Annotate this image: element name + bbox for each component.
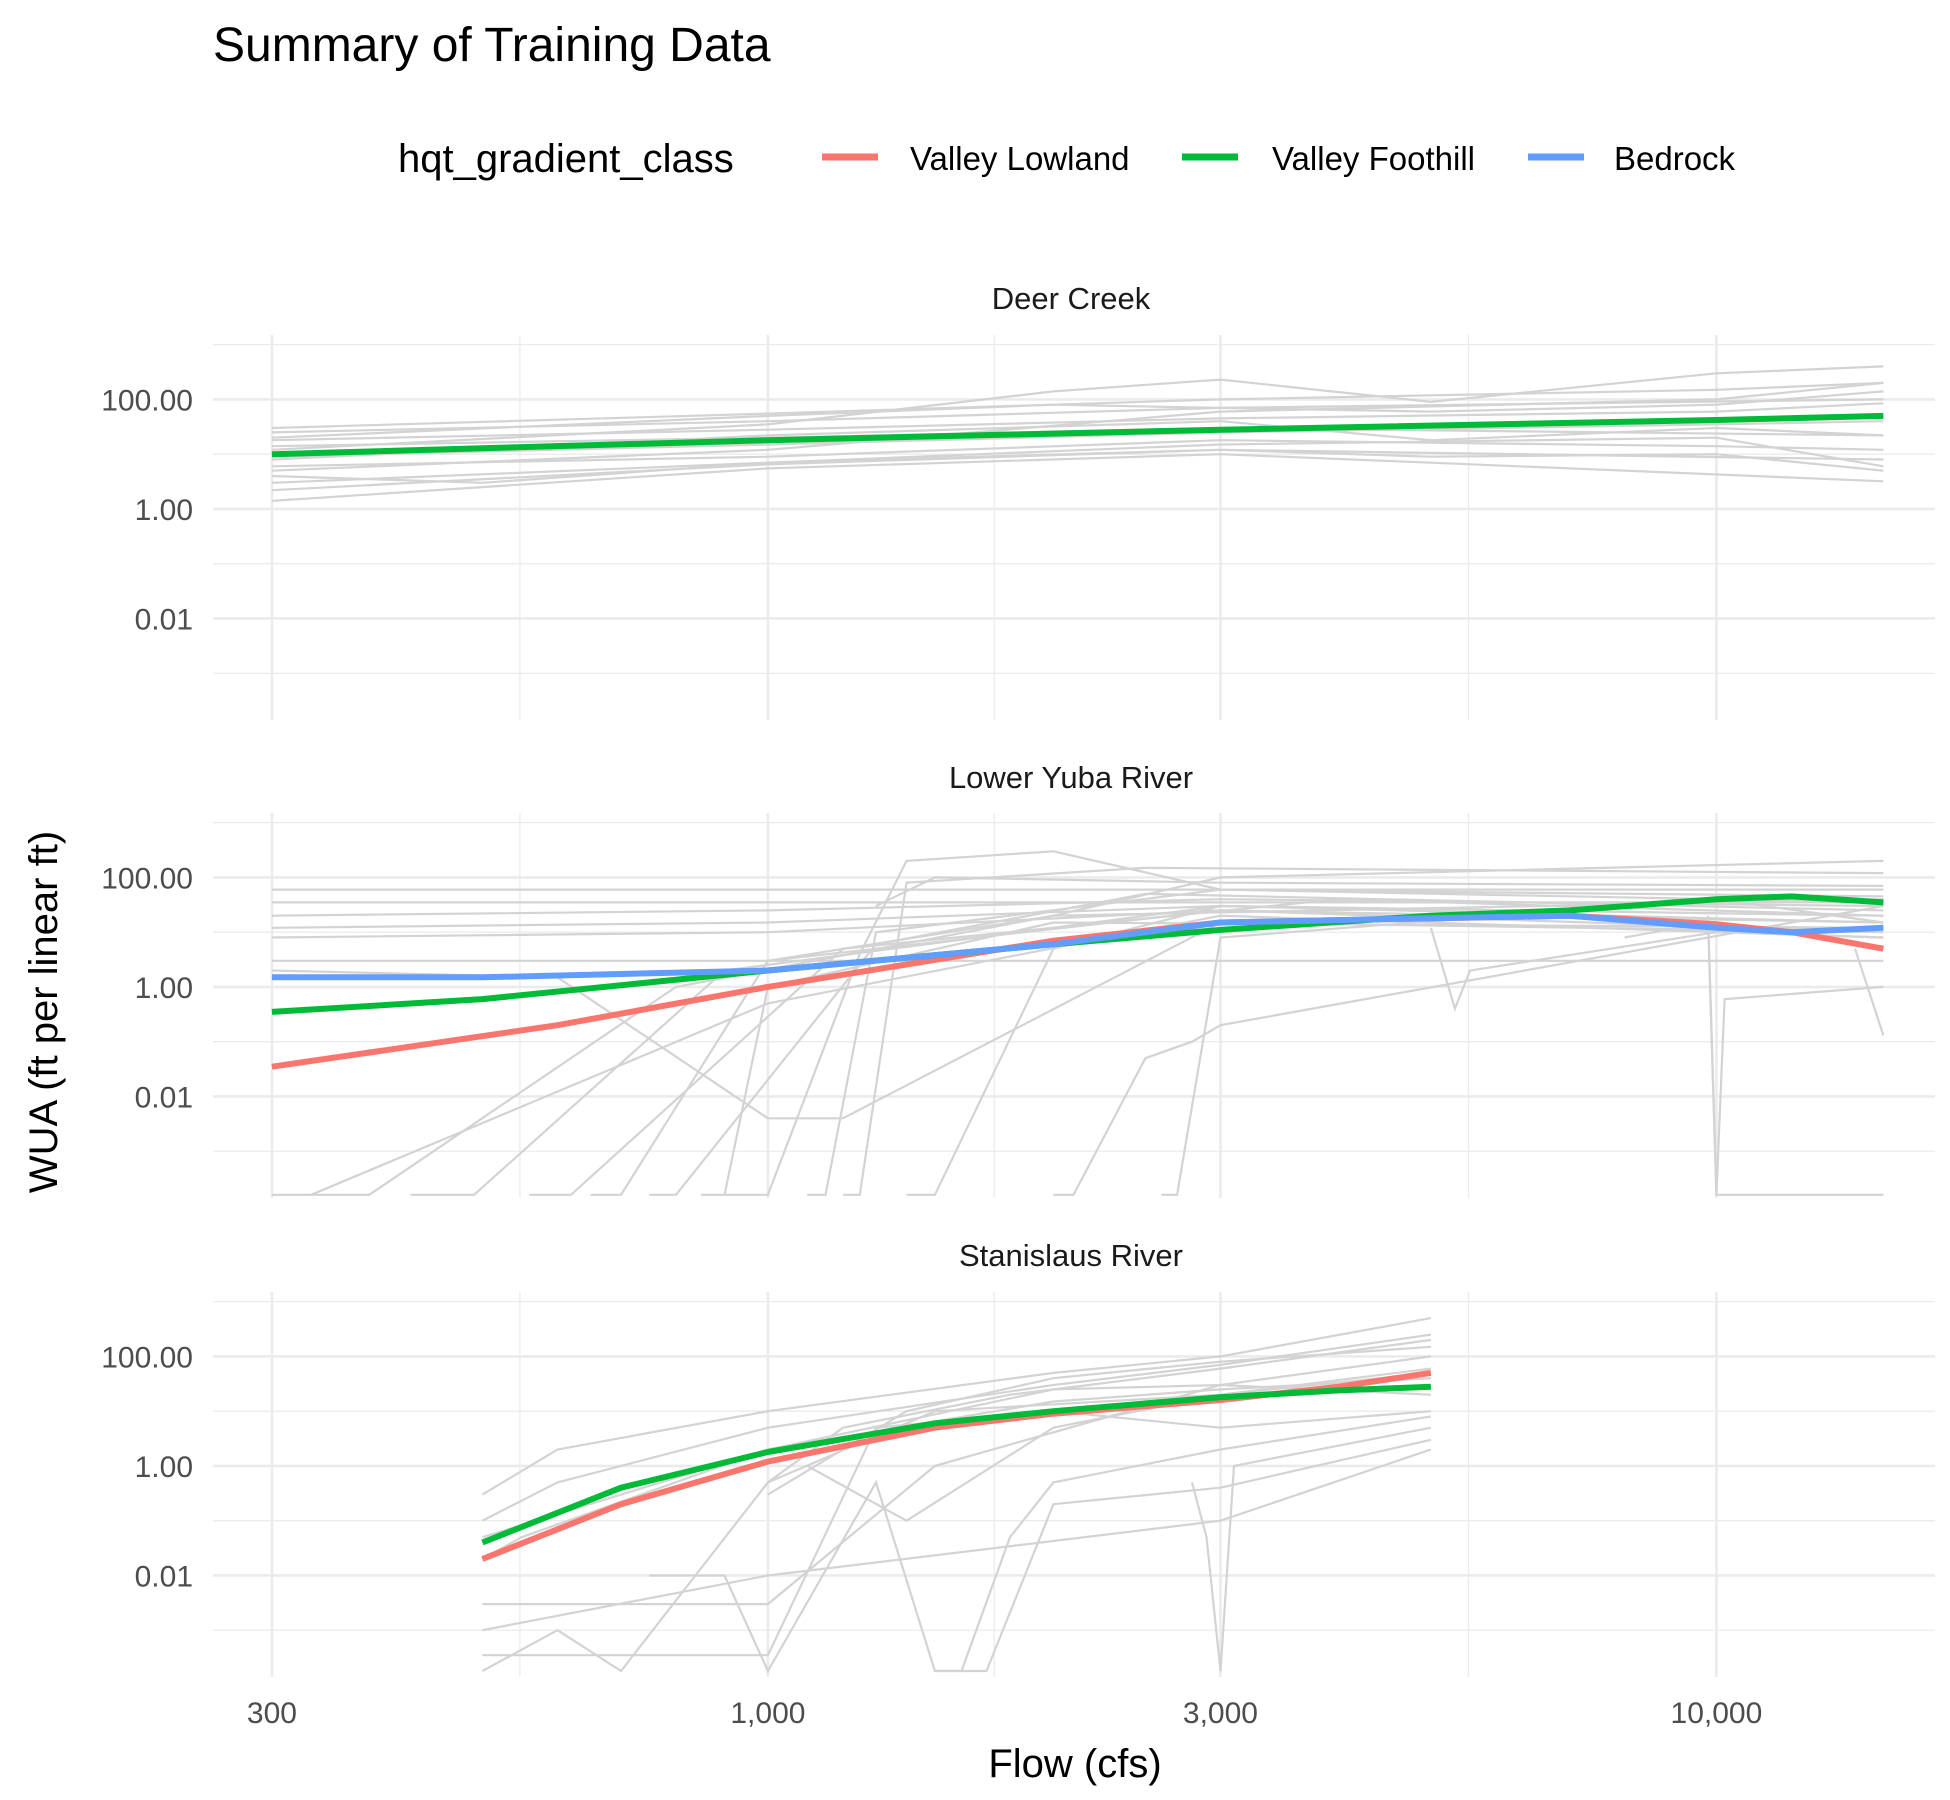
background-series-line bbox=[1707, 915, 1884, 1195]
y-tick-label: 1.00 bbox=[135, 494, 193, 527]
y-tick-label: 0.01 bbox=[135, 1081, 193, 1114]
background-series-line bbox=[843, 866, 1884, 1196]
x-axis-title: Flow (cfs) bbox=[988, 1742, 1161, 1786]
y-tick-label: 0.01 bbox=[135, 1560, 193, 1593]
background-series-line bbox=[767, 859, 1884, 962]
background-series-line bbox=[271, 436, 1884, 484]
background-series-line bbox=[724, 850, 1884, 1196]
background-series-line bbox=[311, 898, 1884, 1196]
background-series-line bbox=[481, 1355, 1432, 1560]
background-series-line bbox=[1853, 948, 1885, 1036]
background-series-line bbox=[271, 381, 1884, 430]
background-series-line bbox=[482, 1377, 1431, 1539]
y-tick-label: 100.00 bbox=[101, 384, 193, 417]
legend-label-valley-foothill: Valley Foothill bbox=[1272, 140, 1475, 177]
background-series-line bbox=[481, 1317, 1432, 1496]
background-series-line bbox=[1161, 898, 1884, 1196]
x-tick-label: 3,000 bbox=[1183, 1697, 1258, 1730]
legend-label-bedrock: Bedrock bbox=[1614, 140, 1736, 177]
background-series-line bbox=[1190, 1426, 1432, 1672]
panel-deer-creek: Deer Creek 0.01 1.00 100.00 bbox=[101, 281, 1935, 720]
background-series-line bbox=[271, 420, 1884, 461]
background-series-line bbox=[481, 1367, 1432, 1673]
background-series-line bbox=[271, 453, 1884, 502]
background-series-line bbox=[806, 1371, 1432, 1522]
background-series-line bbox=[807, 888, 1884, 1196]
y-tick-label: 100.00 bbox=[101, 1341, 193, 1374]
chart-title: Summary of Training Data bbox=[213, 19, 771, 72]
x-tick-label: 10,000 bbox=[1671, 1697, 1763, 1730]
series-line-valley-foothill bbox=[271, 412, 1884, 458]
background-series-line bbox=[482, 1448, 1432, 1632]
panel-lower-yuba-river: Lower Yuba River 0.01 1.00 100.00 bbox=[101, 760, 1935, 1198]
background-series-line bbox=[1053, 904, 1884, 1196]
background-series-line bbox=[271, 914, 1884, 1196]
panel-strip-label: Deer Creek bbox=[992, 281, 1151, 316]
background-series-line bbox=[906, 904, 1884, 1196]
background-series-line bbox=[271, 390, 1884, 439]
legend: hqt_gradient_class Valley Lowland Valley … bbox=[398, 137, 1736, 181]
series-line-bedrock bbox=[271, 912, 1884, 981]
x-axis-tick-labels: 300 1,000 3,000 10,000 bbox=[247, 1697, 1762, 1730]
background-series-line bbox=[875, 876, 1884, 907]
panel-stanislaus-river: Stanislaus River 0.01 1.00 100.00 bbox=[101, 1238, 1935, 1677]
background-series-line bbox=[271, 921, 1884, 1120]
y-tick-label: 100.00 bbox=[101, 862, 193, 895]
y-tick-label: 1.00 bbox=[135, 972, 193, 1005]
legend-title: hqt_gradient_class bbox=[398, 137, 734, 181]
background-series-line bbox=[1429, 927, 1884, 1013]
x-tick-label: 1,000 bbox=[730, 1697, 805, 1730]
background-series-line bbox=[271, 448, 1884, 492]
background-series-line bbox=[1624, 921, 1884, 1196]
y-tick-label: 1.00 bbox=[135, 1451, 193, 1484]
x-tick-label: 300 bbox=[247, 1697, 297, 1730]
background-series-line bbox=[934, 1415, 1432, 1673]
panel-strip-label: Lower Yuba River bbox=[949, 760, 1193, 795]
background-series-line bbox=[271, 365, 1884, 451]
background-series-line bbox=[271, 381, 1884, 472]
y-axis-title: WUA (ft per linear ft) bbox=[22, 831, 66, 1193]
legend-label-valley-lowland: Valley Lowland bbox=[910, 140, 1130, 177]
panel-strip-label: Stanislaus River bbox=[959, 1238, 1183, 1273]
y-tick-label: 0.01 bbox=[135, 603, 193, 636]
series-line-valley-foothill bbox=[481, 1383, 1432, 1546]
background-series-line bbox=[482, 1410, 1431, 1657]
